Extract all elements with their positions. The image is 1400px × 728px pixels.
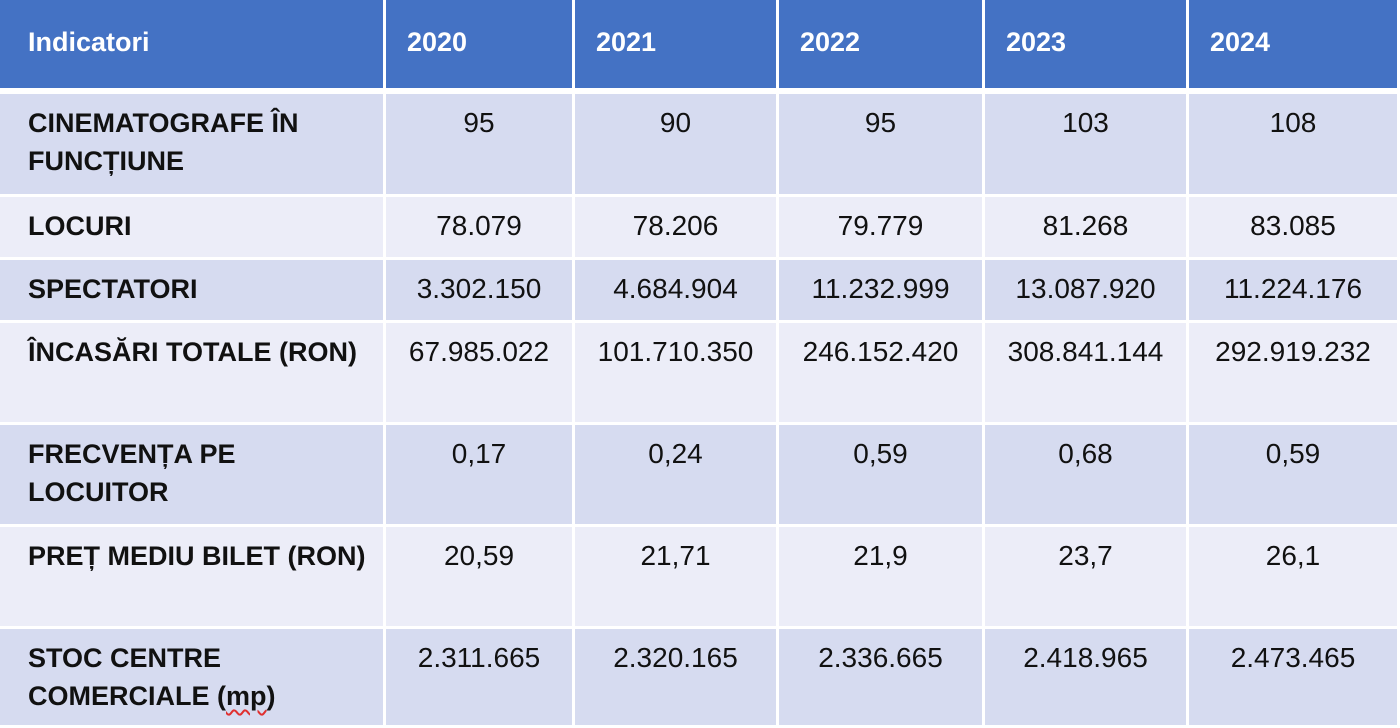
table-cell: 3.302.150: [386, 260, 575, 323]
table-cell: 2.473.465: [1189, 629, 1400, 728]
table-cell: 0,24: [575, 425, 779, 527]
table-row: LOCURI 78.079 78.206 79.779 81.268 83.08…: [0, 197, 1400, 260]
header-year-2020: 2020: [386, 0, 575, 94]
row-label-main: STOC CENTRE COMERCIALE (: [28, 643, 226, 711]
table-cell: 83.085: [1189, 197, 1400, 260]
table-cell: 2.311.665: [386, 629, 575, 728]
table-row: PREȚ MEDIU BILET (RON) 20,59 21,71 21,9 …: [0, 527, 1400, 629]
row-label: ÎNCASĂRI TOTALE (RON): [0, 323, 386, 425]
table-cell: 95: [386, 94, 575, 197]
header-year-2024: 2024: [1189, 0, 1400, 94]
table-cell: 103: [985, 94, 1189, 197]
table-cell: 78.206: [575, 197, 779, 260]
table-cell: 4.684.904: [575, 260, 779, 323]
row-label: FRECVENȚA PE LOCUITOR: [0, 425, 386, 527]
header-year-2022: 2022: [779, 0, 985, 94]
table-cell: 21,71: [575, 527, 779, 629]
row-label-end: ): [266, 681, 276, 711]
header-year-2021: 2021: [575, 0, 779, 94]
table-cell: 101.710.350: [575, 323, 779, 425]
table-cell: 23,7: [985, 527, 1189, 629]
row-label: CINEMATOGRAFE ÎN FUNCȚIUNE: [0, 94, 386, 197]
row-label: LOCURI: [0, 197, 386, 260]
table-row: STOC CENTRE COMERCIALE (mp) 2.311.665 2.…: [0, 629, 1400, 728]
table-cell: 246.152.420: [779, 323, 985, 425]
table-cell: 78.079: [386, 197, 575, 260]
table-row: ÎNCASĂRI TOTALE (RON) 67.985.022 101.710…: [0, 323, 1400, 425]
table-cell: 26,1: [1189, 527, 1400, 629]
row-label: SPECTATORI: [0, 260, 386, 323]
table-cell: 13.087.920: [985, 260, 1189, 323]
spellcheck-unit: mp: [226, 681, 267, 711]
table-cell: 79.779: [779, 197, 985, 260]
table-cell: 108: [1189, 94, 1400, 197]
table-cell: 0,59: [1189, 425, 1400, 527]
table-cell: 0,17: [386, 425, 575, 527]
header-year-2023: 2023: [985, 0, 1189, 94]
table-cell: 0,59: [779, 425, 985, 527]
header-indicatori: Indicatori: [0, 0, 386, 94]
table-row: SPECTATORI 3.302.150 4.684.904 11.232.99…: [0, 260, 1400, 323]
row-label: STOC CENTRE COMERCIALE (mp): [0, 629, 386, 728]
table-cell: 81.268: [985, 197, 1189, 260]
table-cell: 11.224.176: [1189, 260, 1400, 323]
table-cell: 67.985.022: [386, 323, 575, 425]
table-cell: 11.232.999: [779, 260, 985, 323]
table-cell: 2.320.165: [575, 629, 779, 728]
table-cell: 2.418.965: [985, 629, 1189, 728]
table-cell: 20,59: [386, 527, 575, 629]
table-cell: 2.336.665: [779, 629, 985, 728]
header-row: Indicatori 2020 2021 2022 2023 2024: [0, 0, 1400, 94]
table-cell: 0,68: [985, 425, 1189, 527]
table-cell: 21,9: [779, 527, 985, 629]
row-label: PREȚ MEDIU BILET (RON): [0, 527, 386, 629]
table-cell: 292.919.232: [1189, 323, 1400, 425]
table-row: CINEMATOGRAFE ÎN FUNCȚIUNE 95 90 95 103 …: [0, 94, 1400, 197]
table-cell: 90: [575, 94, 779, 197]
table-row: FRECVENȚA PE LOCUITOR 0,17 0,24 0,59 0,6…: [0, 425, 1400, 527]
table-cell: 95: [779, 94, 985, 197]
table-cell: 308.841.144: [985, 323, 1189, 425]
